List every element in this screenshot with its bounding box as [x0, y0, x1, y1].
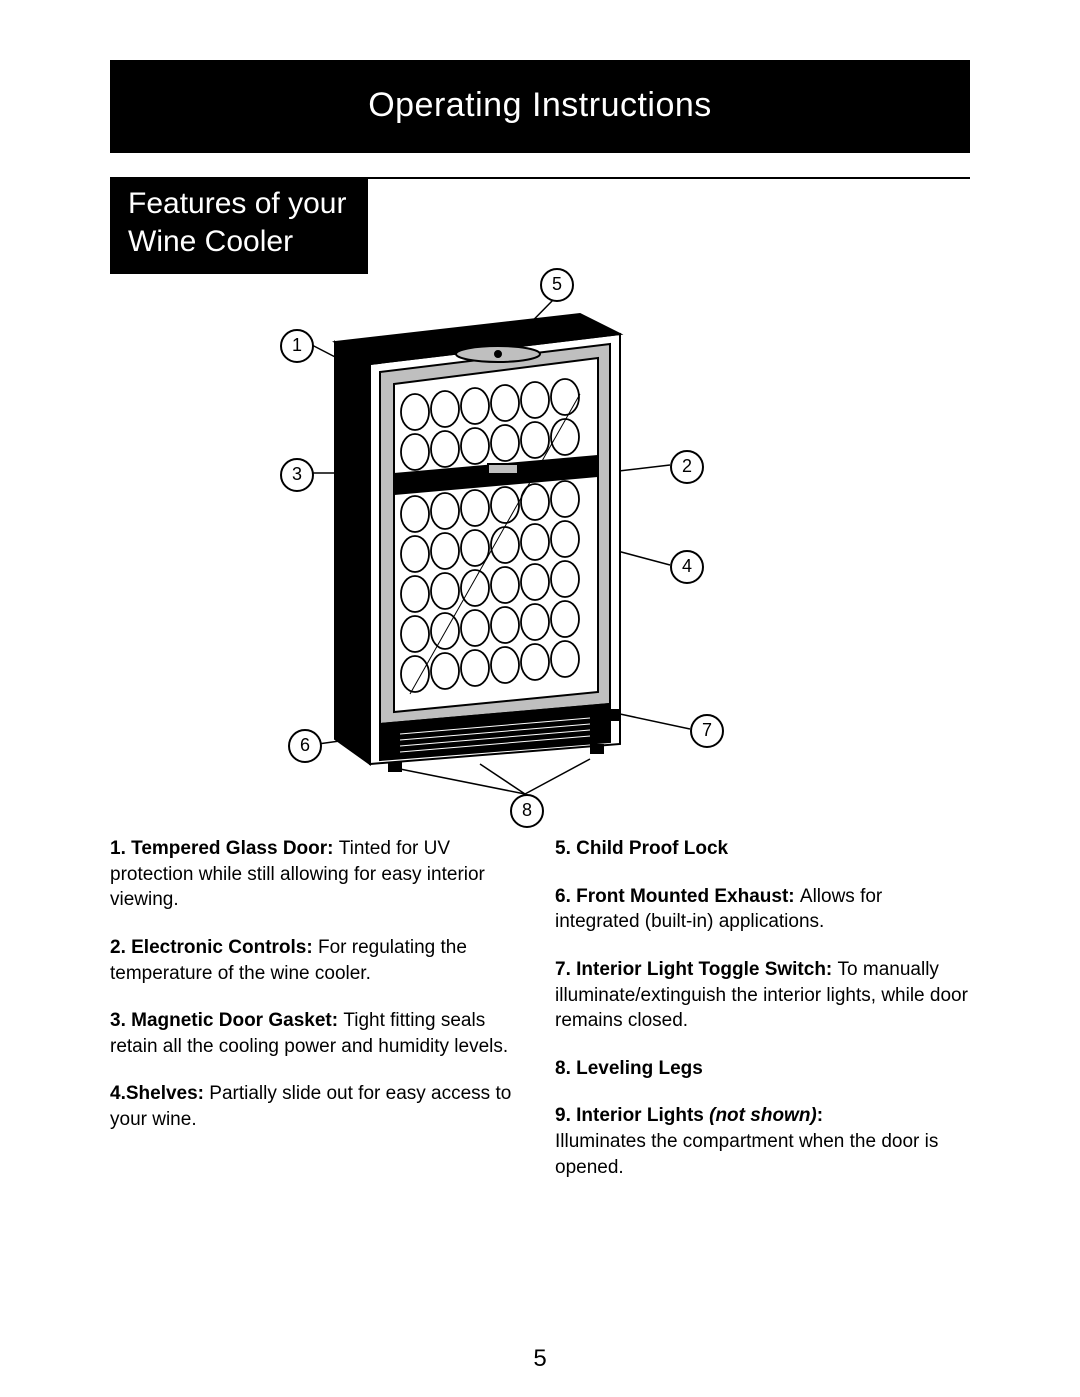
- main-banner: Operating Instructions: [110, 60, 970, 153]
- diagram-container: 1 5 3 2 4 6 7 8: [110, 264, 970, 824]
- feature-head: 4.Shelves:: [110, 1083, 209, 1104]
- feature-head: 9. Interior Lights: [555, 1105, 709, 1126]
- feature-body: Illuminates the compartment when the doo…: [555, 1131, 938, 1178]
- callout-4: 4: [670, 550, 704, 584]
- feature-item: 3. Magnetic Door Gasket: Tight fitting s…: [110, 1008, 525, 1059]
- feature-head: 1. Tempered Glass Door:: [110, 838, 339, 859]
- feature-note: (not shown): [709, 1105, 817, 1126]
- feature-item: 8. Leveling Legs: [555, 1056, 970, 1082]
- sub-banner-line1: Features of your: [128, 187, 346, 220]
- callout-3: 3: [280, 458, 314, 492]
- feature-head: 8. Leveling Legs: [555, 1058, 703, 1079]
- feature-item: 1. Tempered Glass Door: Tinted for UV pr…: [110, 836, 525, 913]
- callout-6: 6: [288, 729, 322, 763]
- feature-head: 6. Front Mounted Exhaust:: [555, 886, 800, 907]
- callout-7: 7: [690, 714, 724, 748]
- feature-item: 9. Interior Lights (not shown): Illuminat…: [555, 1103, 970, 1180]
- feature-item: 7. Interior Light Toggle Switch: To manu…: [555, 957, 970, 1034]
- sub-banner: Features of your Wine Cooler: [110, 177, 368, 274]
- page-number: 5: [0, 1345, 1080, 1373]
- callout-8: 8: [510, 794, 544, 828]
- feature-head: 7. Interior Light Toggle Switch:: [555, 959, 838, 980]
- sub-banner-line2: Wine Cooler: [128, 225, 293, 258]
- feature-head-suffix: :: [817, 1105, 823, 1126]
- feature-item: 4.Shelves: Partially slide out for easy …: [110, 1081, 525, 1132]
- feature-item: 5. Child Proof Lock: [555, 836, 970, 862]
- callout-2: 2: [670, 450, 704, 484]
- feature-item: 6. Front Mounted Exhaust: Allows for int…: [555, 884, 970, 935]
- features-right-column: 5. Child Proof Lock 6. Front Mounted Exh…: [555, 836, 970, 1202]
- callout-1: 1: [280, 329, 314, 363]
- feature-item: 2. Electronic Controls: For regulating t…: [110, 935, 525, 986]
- feature-head: 5. Child Proof Lock: [555, 838, 728, 859]
- features-columns: 1. Tempered Glass Door: Tinted for UV pr…: [110, 836, 970, 1202]
- feature-head: 2. Electronic Controls:: [110, 937, 318, 958]
- features-left-column: 1. Tempered Glass Door: Tinted for UV pr…: [110, 836, 525, 1202]
- feature-head: 3. Magnetic Door Gasket:: [110, 1010, 343, 1031]
- callout-5: 5: [540, 268, 574, 302]
- wine-cooler-diagram: [110, 264, 970, 824]
- banner-title: Operating Instructions: [368, 86, 712, 124]
